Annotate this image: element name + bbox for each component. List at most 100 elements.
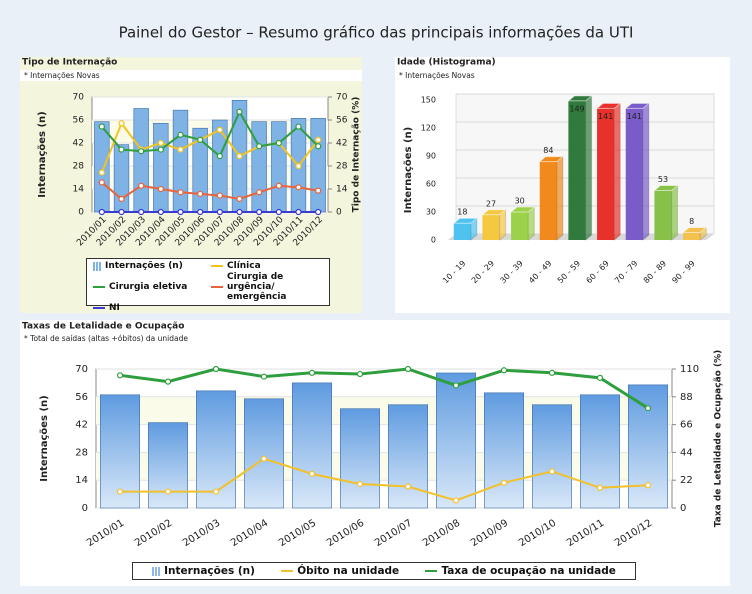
line-marker — [275, 182, 282, 189]
y2-axis-label: Taxa de Letalidade e Ocupação (%) — [714, 350, 724, 527]
bar — [196, 390, 236, 509]
line-marker — [275, 208, 282, 216]
legend-label: Cirurgia de urgência/ emergência — [227, 272, 287, 302]
y-axis-label: Internações (n) — [37, 111, 48, 197]
chart-subtitle: * Total de saídas (altas +óbitos) da uni… — [24, 334, 188, 343]
line-marker — [452, 382, 460, 389]
line-marker — [644, 482, 652, 489]
value-label: 27 — [486, 199, 496, 208]
y2-tick-label: 56 — [336, 116, 348, 126]
line-marker — [216, 208, 223, 216]
line-marker — [256, 189, 263, 196]
subtitle-bar — [20, 70, 362, 81]
legend-item: Óbito na unidade — [281, 565, 399, 577]
line-marker — [118, 146, 125, 153]
bar-side — [613, 102, 621, 242]
line-marker — [315, 143, 322, 150]
bar — [251, 121, 267, 213]
line-marker — [164, 488, 172, 495]
line-marker — [177, 208, 184, 216]
bar — [683, 232, 701, 241]
line-marker — [116, 488, 124, 495]
y-axis-label: Internações (n) — [39, 395, 50, 481]
line-marker — [260, 455, 268, 462]
bar — [654, 190, 672, 241]
line-marker — [295, 123, 302, 130]
line-marker — [98, 208, 105, 216]
y2-tick-label: 0 — [336, 208, 342, 218]
y-tick-label: 0 — [78, 208, 84, 218]
line-marker — [452, 497, 460, 504]
legend-swatch — [93, 261, 101, 271]
legend-label: Taxa de ocupação na unidade — [441, 565, 616, 577]
line-marker — [138, 208, 145, 216]
line-marker — [596, 374, 604, 381]
line-marker — [157, 146, 164, 153]
line — [101, 109, 319, 158]
y2-tick-label: 28 — [336, 162, 348, 172]
plot-band — [92, 120, 328, 143]
line-marker — [404, 483, 412, 490]
line-marker — [295, 208, 302, 216]
y-tick-label: 56 — [73, 116, 85, 126]
chart-title: Tipo de Internação — [22, 58, 117, 68]
y2-tick-label: 14 — [336, 185, 348, 195]
y-tick-label: 42 — [75, 420, 88, 431]
line-marker — [138, 148, 145, 155]
line-marker — [216, 192, 223, 199]
bar-side — [642, 102, 650, 242]
value-label: 30 — [515, 197, 525, 206]
line-marker — [98, 179, 105, 186]
legend-swatch — [93, 286, 105, 288]
line-marker — [212, 488, 220, 495]
legend-item: Taxa de ocupação na unidade — [425, 565, 616, 577]
bar — [271, 121, 287, 213]
bar — [532, 404, 572, 509]
y-tick-label: 28 — [75, 447, 88, 458]
bar-side — [585, 94, 593, 242]
legend: Internações (n) Óbito na unidade Taxa de o… — [132, 562, 636, 580]
bar — [436, 372, 476, 509]
line-marker — [164, 378, 172, 385]
line — [119, 367, 649, 410]
value-label: 53 — [658, 175, 668, 184]
chart-title: Taxas de Letalidade e Ocupação — [22, 322, 184, 332]
bar-top — [452, 217, 479, 224]
value-label: 84 — [543, 146, 553, 155]
chart-subtitle: * Internações Novas — [24, 71, 100, 80]
y2-axis-label: Tipo de Internação (%) — [352, 97, 362, 213]
line-marker — [157, 208, 164, 216]
value-label: 141 — [598, 112, 613, 121]
line-marker — [197, 190, 204, 198]
legend-swatch — [211, 286, 223, 288]
value-label: 141 — [627, 112, 642, 121]
y2-tick-label: 88 — [680, 392, 693, 403]
subtitle-bar — [20, 333, 730, 344]
line-marker — [548, 369, 556, 376]
value-label: 18 — [457, 208, 467, 217]
line-marker — [157, 139, 164, 147]
y2-tick-label: 44 — [680, 447, 693, 458]
y-tick-label: 30 — [426, 208, 436, 217]
line-marker — [177, 131, 184, 138]
bar — [340, 408, 380, 509]
y2-tick-label: 66 — [680, 420, 693, 431]
line-marker — [404, 365, 412, 373]
legend-label: Clínica — [227, 261, 261, 271]
line-marker — [197, 136, 204, 143]
chart-subtitle: * Internações Novas — [399, 71, 475, 80]
bar — [628, 384, 668, 509]
legend-label: Internações (n) — [164, 565, 255, 577]
bar — [133, 108, 149, 213]
y-tick-label: 14 — [75, 475, 88, 486]
bar-top — [653, 185, 679, 192]
line-marker — [157, 185, 164, 193]
y-tick-label: 42 — [73, 139, 84, 149]
value-label: 149 — [569, 104, 584, 113]
legend-label: Internações (n) — [105, 261, 183, 271]
y-tick-label: 56 — [75, 392, 88, 403]
y2-tick-label: 42 — [336, 139, 347, 149]
bar-top — [481, 209, 507, 216]
y-tick-label: 70 — [73, 93, 85, 103]
